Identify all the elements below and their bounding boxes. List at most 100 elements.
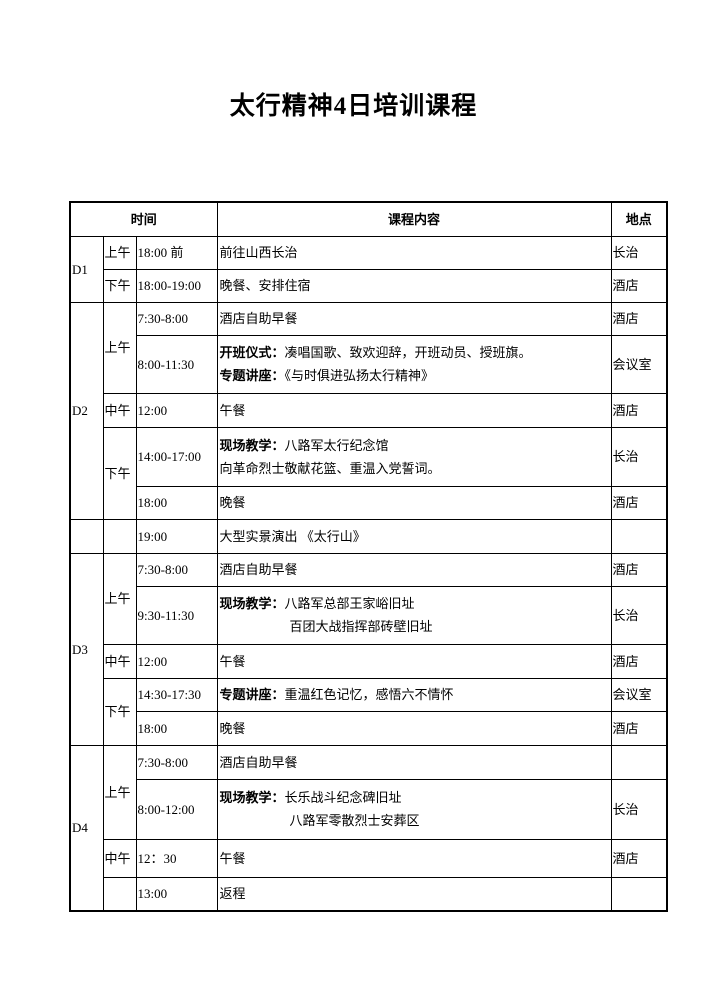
content-text: 返程 (219, 886, 246, 902)
period-cell (102, 876, 137, 912)
content-cell: 午餐 (216, 643, 612, 679)
schedule-row: D1 上午 18:00 前前往山西长治 长治 (69, 235, 668, 303)
time-cell: 18:00 前 (135, 235, 218, 270)
content-line: 现场教学：八路军总部王家峪旧址 (220, 592, 610, 615)
content-line: 向革命烈士敬献花篮、重温入党誓词。 (220, 457, 610, 480)
content-line: 晚餐 (220, 717, 610, 740)
content-text: 前往山西长治 (219, 245, 298, 260)
content-text: 八路军零散烈士安葬区 (289, 813, 420, 828)
content-cell: 前往山西长治 (216, 235, 612, 270)
content-line: 午餐 (220, 399, 610, 422)
schedule-row: 8:00-12:00 现场教学：长乐战斗纪念碑旧址 八路军零散烈士安葬区 长治 (70, 778, 668, 840)
place-cell: 酒店 (610, 552, 668, 587)
content-label: 专题讲座： (219, 687, 285, 702)
place-cell (610, 876, 668, 912)
schedule-row: 19:00 大型实景演出 《太行山》 (69, 518, 668, 554)
header-cell: 地点 (610, 201, 668, 237)
time-cell: 13:00 (135, 876, 218, 912)
place-cell: 长治 (610, 778, 668, 840)
period-cell: 上午 (102, 235, 137, 270)
day-cell: D2 (69, 301, 104, 520)
content-text: 酒店自助早餐 (219, 754, 298, 770)
content-text: 长乐战斗纪念碑旧址 (284, 790, 402, 805)
period-cell: 下午 (102, 268, 137, 303)
content-cell: 晚餐 (216, 485, 612, 520)
time-cell: 18:00 (135, 710, 218, 746)
time-cell: 14:00-17:00 (135, 426, 218, 487)
content-cell: 开班仪式：凑唱国歌、致欢迎辞，开班动员、授班旗。 专题讲座：《与时俱进弘扬太行精神… (216, 334, 612, 394)
content-line: 返程 (220, 882, 610, 905)
schedule-row: 中午 12：30 午餐 酒店 (70, 838, 668, 878)
content-text: 酒店自助早餐 (219, 311, 298, 326)
content-line: 八路军零散烈士安葬区 (220, 809, 610, 832)
content-text: 晚餐 (219, 495, 246, 510)
period-cell: 中午 (102, 392, 137, 428)
content-cell: 午餐 (216, 838, 612, 878)
schedule-row: 13:00 返程 (70, 876, 668, 912)
schedule-row: 中午 12:00 午餐 酒店 (70, 643, 668, 679)
place-cell: 会议室 (610, 334, 668, 394)
day-cell: D4 (69, 744, 104, 912)
time-cell: 12:00 (135, 643, 218, 679)
period-cell: 下午 (102, 426, 137, 520)
day-cell (69, 518, 104, 554)
period-cell: 上午 (102, 744, 137, 840)
content-text: 酒店自助早餐 (219, 562, 298, 577)
place-cell: 酒店 (610, 392, 668, 428)
schedule-row: D3 上午 7:30-8:00 酒店自助早餐 酒店 (69, 552, 668, 746)
content-text: 晚餐 (219, 720, 246, 736)
time-cell: 14:30-17:30 (135, 677, 218, 712)
place-cell: 酒店 (610, 643, 668, 679)
place-cell: 长治 (610, 235, 668, 270)
content-line: 现场教学：八路军太行纪念馆 (220, 434, 610, 457)
time-cell: 9:30-11:30 (135, 585, 218, 645)
place-cell: 长治 (610, 426, 668, 487)
place-cell: 酒店 (610, 710, 668, 746)
doc-title: 太行精神4日培训课程 (229, 93, 478, 120)
schedule-row: 8:00-11:30 开班仪式：凑唱国歌、致欢迎辞，开班动员、授班旗。 专题讲座：《… (70, 334, 668, 394)
content-text: 午餐 (219, 402, 246, 418)
schedule-table: 时间 课程内容 地点 D1 上午 18:00 前前往山西长治 长治 下午 18:00-19… (69, 201, 669, 912)
time-cell: 8:00-12:00 (135, 778, 218, 840)
header-cell: 课程内容 (216, 201, 612, 237)
place-cell: 酒店 (610, 301, 668, 336)
place-cell (610, 518, 668, 554)
content-line: 酒店自助早餐 (220, 751, 610, 774)
content-text: 午餐 (219, 850, 246, 866)
content-cell: 酒店自助早餐 (216, 552, 612, 587)
day-cell: D1 (69, 235, 104, 303)
time-cell: 18:00 (135, 485, 218, 520)
content-line: 专题讲座：《与时俱进弘扬太行精神》 (220, 364, 610, 387)
content-text: 百团大战指挥部砖壁旧址 (289, 619, 433, 634)
content-cell: 专题讲座：重温红色记忆，感悟六不情怀 (216, 677, 612, 712)
content-cell: 现场教学：八路军总部王家峪旧址百团大战指挥部砖壁旧址 (216, 585, 612, 645)
content-text: 午餐 (219, 653, 246, 669)
schedule-row: D2 上午 7:30-8:00 酒店自助早餐 酒店 (69, 301, 668, 520)
time-cell: 7:30-8:00 (135, 744, 218, 780)
schedule-row: 下午 14:30-17:30 专题讲座：重温红色记忆，感悟六不情怀 会议室 (70, 677, 668, 746)
schedule-row: 中午 12:00 午餐 酒店 (70, 392, 668, 428)
period-cell: 上午 (102, 552, 137, 645)
content-text: 向革命烈士敬献花篮、重温入党誓词。 (219, 460, 441, 476)
period-cell: 中午 (102, 643, 137, 679)
content-text: 凑唱国歌、致欢迎辞，开班动员、授班旗。 (284, 345, 532, 360)
content-cell: 现场教学：八路军太行纪念馆向革命烈士敬献花篮、重温入党誓词。 (216, 426, 612, 487)
content-line: 大型实景演出 《太行山》 (220, 525, 610, 548)
time-cell: 12:00 (135, 392, 218, 428)
period-cell: 下午 (102, 677, 137, 746)
header-cell: 时间 (69, 201, 218, 237)
place-cell: 酒店 (610, 268, 668, 303)
content-text: 重温红色记忆，感悟六不情怀 (284, 687, 454, 702)
period-cell (102, 518, 137, 554)
header-row: 时间 课程内容 地点 (69, 201, 668, 237)
content-line: 专题讲座：重温红色记忆，感悟六不情怀 (220, 683, 610, 706)
content-text: 晚餐、安排住宿 (219, 278, 311, 293)
content-line: 酒店自助早餐 (220, 558, 610, 581)
content-cell: 现场教学：长乐战斗纪念碑旧址 八路军零散烈士安葬区 (216, 778, 612, 840)
content-cell: 酒店自助早餐 (216, 301, 612, 336)
day-cell: D3 (69, 552, 104, 746)
content-label: 专题讲座： (219, 368, 285, 383)
content-cell: 酒店自助早餐 (216, 744, 612, 780)
period-cell: 上午 (102, 301, 137, 394)
